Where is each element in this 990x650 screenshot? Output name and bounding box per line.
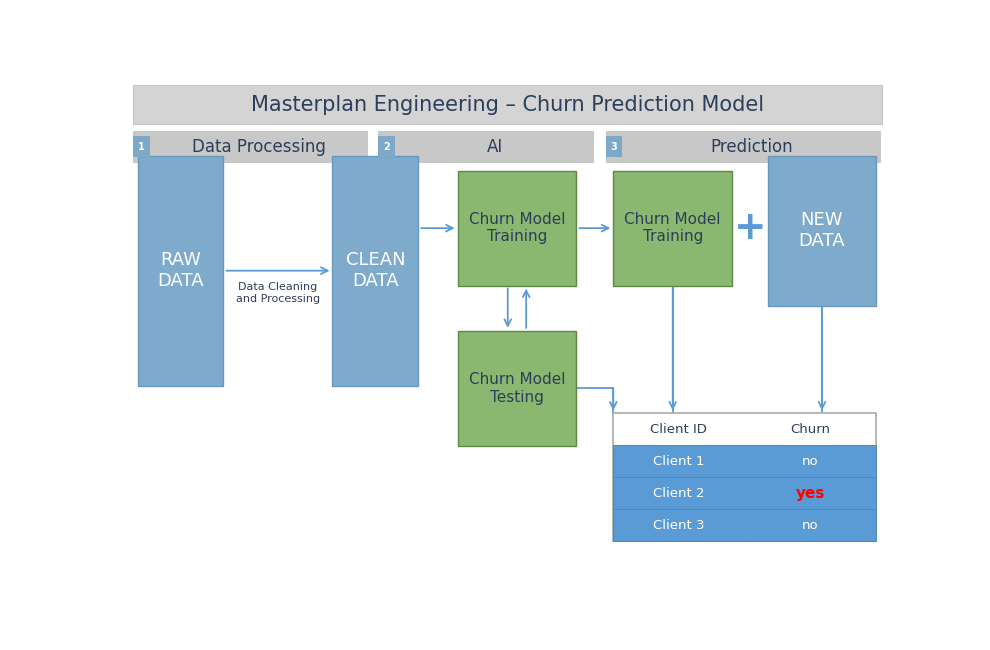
FancyBboxPatch shape [613,509,875,541]
Text: Client 2: Client 2 [653,487,705,500]
Text: no: no [802,455,819,468]
Text: Churn Model
Testing: Churn Model Testing [468,372,565,404]
Text: Masterplan Engineering – Churn Prediction Model: Masterplan Engineering – Churn Predictio… [250,94,764,114]
Text: Churn: Churn [790,422,830,436]
FancyBboxPatch shape [457,331,576,446]
Text: CLEAN
DATA: CLEAN DATA [346,252,405,290]
FancyBboxPatch shape [457,170,576,286]
Text: RAW
DATA: RAW DATA [157,252,204,290]
Text: Client 1: Client 1 [653,455,705,468]
FancyBboxPatch shape [613,413,875,541]
Text: 3: 3 [611,142,618,151]
FancyBboxPatch shape [768,155,875,306]
Text: Client 3: Client 3 [653,519,705,532]
Text: no: no [802,519,819,532]
FancyBboxPatch shape [378,131,593,162]
Text: Churn Model
Training: Churn Model Training [468,212,565,244]
Text: Data Cleaning
and Processing: Data Cleaning and Processing [236,282,320,304]
Text: Prediction: Prediction [711,138,793,155]
FancyBboxPatch shape [613,477,875,509]
FancyBboxPatch shape [133,136,149,157]
FancyBboxPatch shape [133,131,367,162]
FancyBboxPatch shape [133,85,882,124]
Text: Data Processing: Data Processing [192,138,326,155]
Text: Client ID: Client ID [650,422,707,436]
Text: yes: yes [795,486,825,500]
FancyBboxPatch shape [138,155,224,386]
Text: NEW
DATA: NEW DATA [799,211,845,250]
Text: 1: 1 [138,142,145,151]
FancyBboxPatch shape [606,136,623,157]
FancyBboxPatch shape [613,445,875,477]
Text: AI: AI [487,138,503,155]
FancyBboxPatch shape [333,155,419,386]
Text: 2: 2 [383,142,390,151]
FancyBboxPatch shape [613,170,733,286]
Text: Churn Model
Training: Churn Model Training [625,212,721,244]
FancyBboxPatch shape [606,131,880,162]
Text: +: + [734,209,766,247]
FancyBboxPatch shape [378,136,395,157]
